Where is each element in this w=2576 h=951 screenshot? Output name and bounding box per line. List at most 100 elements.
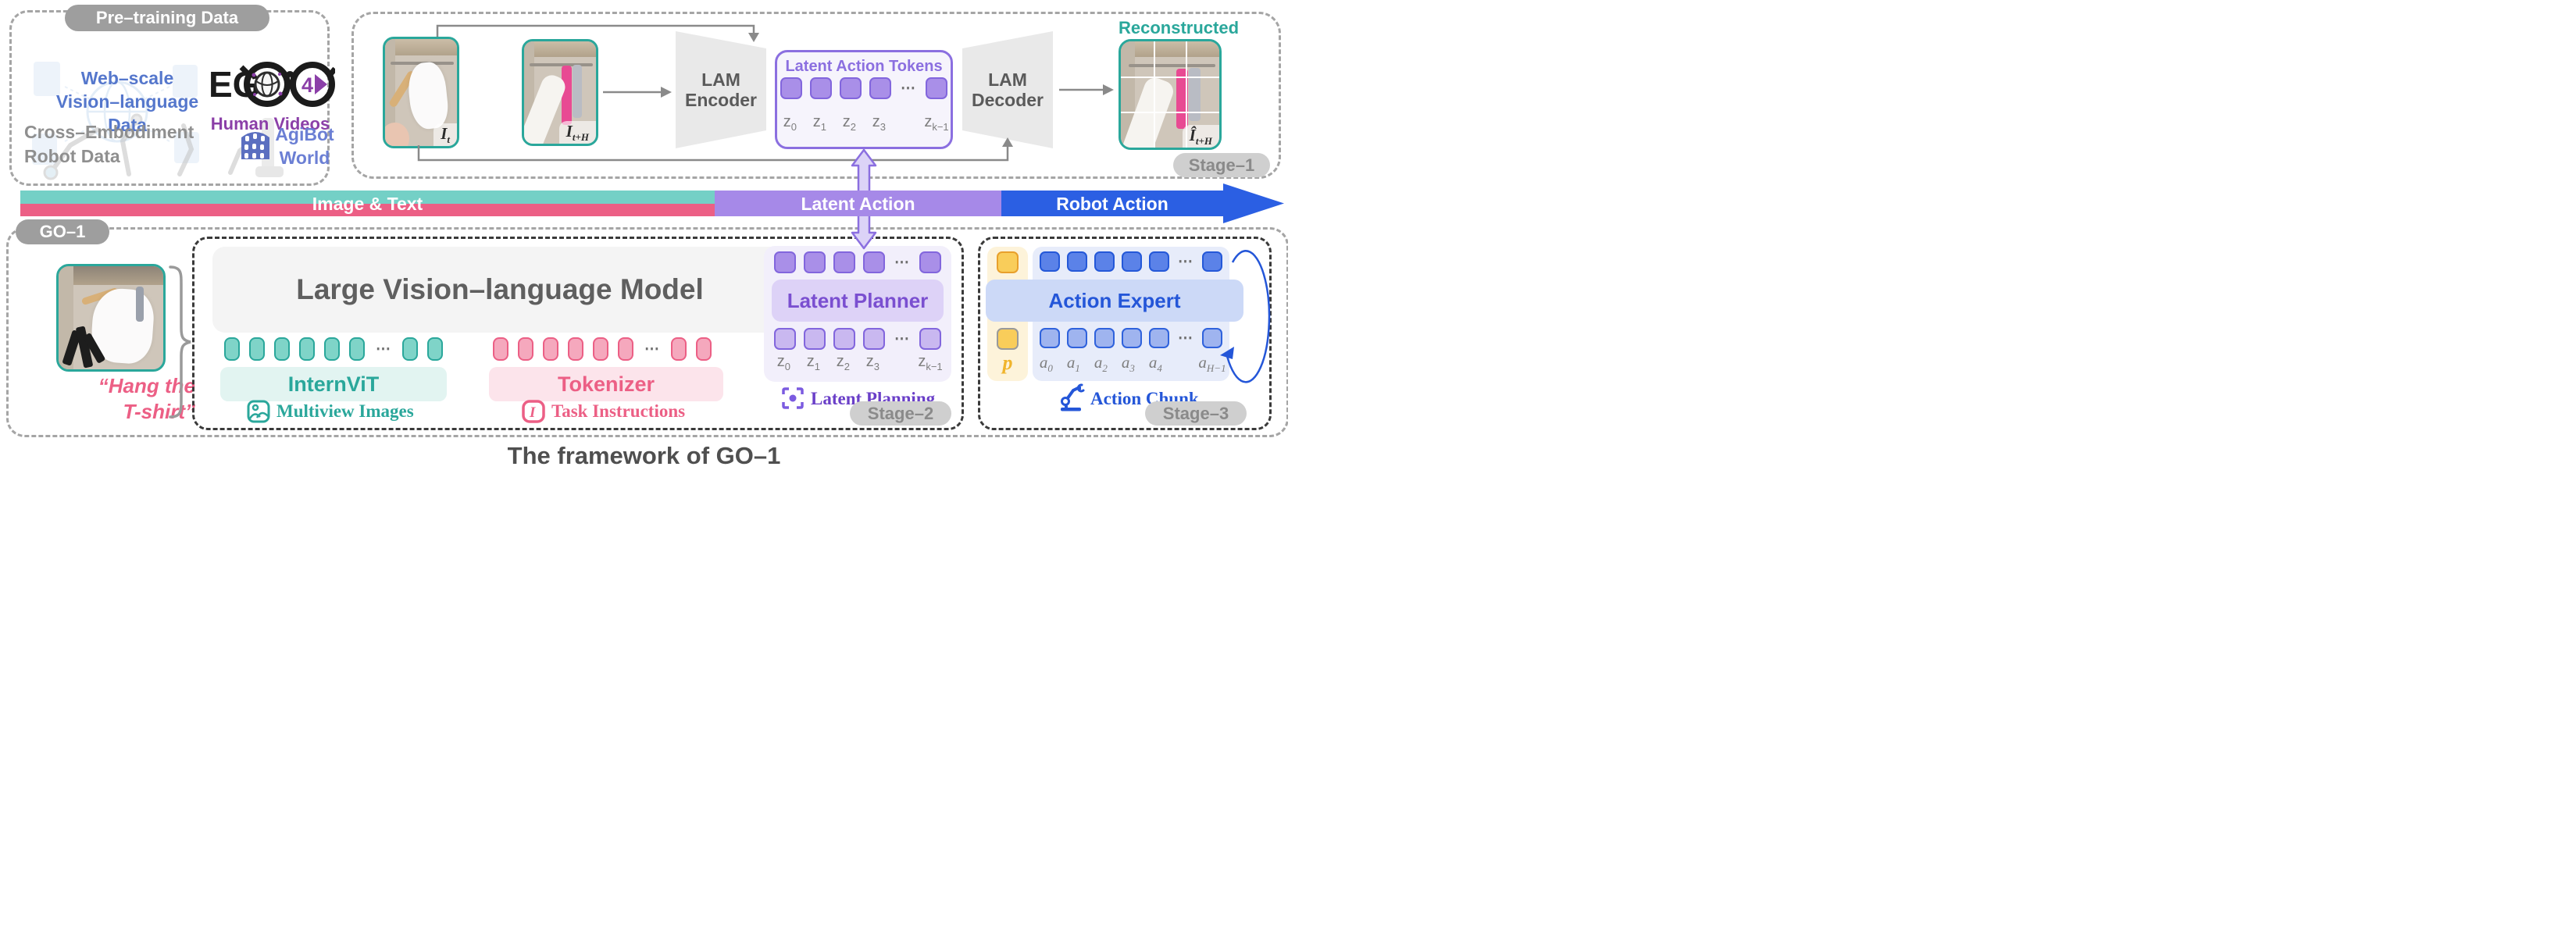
token <box>1094 328 1115 348</box>
band-arrowhead <box>1223 183 1284 223</box>
token <box>671 337 687 361</box>
token <box>840 77 862 99</box>
token <box>349 337 365 361</box>
task-observation-image <box>56 264 166 372</box>
token <box>1040 328 1060 348</box>
token-label: aH−1 <box>1198 353 1226 375</box>
latent-action-tokens-box: Latent Action Tokens <box>775 50 953 149</box>
token <box>543 337 558 361</box>
reconstructed-label: Reconstructed <box>1119 18 1240 37</box>
token-label: z0 <box>783 113 797 133</box>
pretraining-data-box: Pre–training Data Web–scale Vision–langu… <box>9 5 335 186</box>
token <box>833 251 855 273</box>
text-token-row: ⋯ <box>492 337 712 361</box>
band-image-text-label: Image & Text <box>312 194 423 214</box>
pretraining-title: Pre–training Data <box>95 8 239 27</box>
token-label: z3 <box>872 113 886 133</box>
token <box>618 337 633 361</box>
proprio-label: p <box>1002 351 1013 374</box>
token <box>518 337 533 361</box>
ellipsis: ⋯ <box>1178 253 1193 270</box>
token <box>274 337 290 361</box>
band-latent-action-label: Latent Action <box>801 194 915 214</box>
token <box>1122 251 1142 272</box>
go1-box <box>6 227 1288 437</box>
image-t-label: It <box>433 123 457 146</box>
task-instructions-icon: I <box>522 400 545 423</box>
task-instructions-label: Task Instructions <box>551 401 686 421</box>
stage3-pill: Stage–3 <box>1145 401 1247 426</box>
token <box>224 337 240 361</box>
observation-image-t-plus-h: It+H <box>522 39 598 146</box>
ego4d-logo: EG 4 <box>209 53 335 114</box>
figure-caption: The framework of GO–1 <box>507 442 781 469</box>
token <box>402 337 418 361</box>
band-robot-action-segment: Robot Action <box>1001 191 1223 216</box>
ellipsis: ⋯ <box>376 340 391 358</box>
observation-image-t: It <box>383 37 459 148</box>
token <box>593 337 608 361</box>
human-videos-label: Human Videos <box>210 114 330 134</box>
lam-encoder-shape <box>676 31 766 148</box>
token <box>774 251 796 273</box>
token-label: z3 <box>865 353 879 372</box>
token-label: a4 <box>1148 353 1162 375</box>
reconstructed-image-label: Ît+H <box>1182 125 1219 148</box>
stage1-token-row: ⋯ <box>775 77 953 99</box>
cross-embodiment-label: Cross–Embodiment Robot Data <box>24 122 194 167</box>
vlm-block: Large Vision–language Model <box>212 247 787 333</box>
stage1-pill: Stage–1 <box>1173 153 1270 177</box>
token <box>919 328 941 350</box>
token <box>249 337 265 361</box>
ellipsis: ⋯ <box>894 330 910 347</box>
token-label: z0 <box>776 353 790 372</box>
ego4d-4d-text: 4 <box>301 73 313 97</box>
token-label: zk−1 <box>924 113 949 133</box>
lam-decoder-label: LAM Decoder <box>971 69 1044 110</box>
ellipsis: ⋯ <box>894 254 910 271</box>
token <box>804 251 826 273</box>
ellipsis: ⋯ <box>1178 329 1193 347</box>
band-robot-action-label: Robot Action <box>1056 194 1168 214</box>
vlm-title: Large Vision–language Model <box>296 273 704 305</box>
token <box>869 77 891 99</box>
token <box>1067 251 1087 272</box>
token-label: a2 <box>1094 353 1108 375</box>
token-label: z2 <box>836 353 850 372</box>
stage3-a-labels: a0 a1 a2 a3 a4 aH−1 <box>1033 353 1229 375</box>
token <box>863 251 885 273</box>
image-t-plus-h-label: It+H <box>558 121 596 144</box>
token <box>926 77 947 99</box>
web-data-background-art <box>32 62 199 165</box>
planner-input-token-row: ⋯ <box>764 251 951 273</box>
token <box>1122 328 1142 348</box>
token-label: a0 <box>1039 353 1053 375</box>
action-output-token-row: ⋯ <box>1033 328 1229 348</box>
action-chunk-icon <box>1061 383 1085 411</box>
proprio-token <box>997 251 1019 273</box>
token <box>568 337 583 361</box>
token <box>1149 328 1169 348</box>
token <box>1202 328 1222 348</box>
internvit-block: InternViT <box>220 367 447 401</box>
token-label: a1 <box>1066 353 1080 375</box>
token <box>427 337 443 361</box>
proprio-output-token <box>997 328 1019 350</box>
vlm-planner-box <box>192 237 964 430</box>
token <box>299 337 315 361</box>
latent-planning-icon <box>782 387 804 409</box>
go1-pill: GO–1 <box>16 219 109 244</box>
token <box>696 337 712 361</box>
latent-planner-block: Latent Planner <box>772 280 944 322</box>
token <box>493 337 508 361</box>
token <box>1202 251 1222 272</box>
input-group-brace <box>169 265 191 419</box>
multiview-images-icon <box>247 400 270 423</box>
stage1-box <box>351 12 1281 179</box>
lam-decoder-shape <box>962 31 1053 148</box>
token-label: z2 <box>842 113 856 133</box>
stage2-pill: Stage–2 <box>850 401 951 426</box>
ego4d-glasses-icon: EG 4 <box>209 62 335 107</box>
action-expert-box <box>978 237 1272 430</box>
token <box>863 328 885 350</box>
